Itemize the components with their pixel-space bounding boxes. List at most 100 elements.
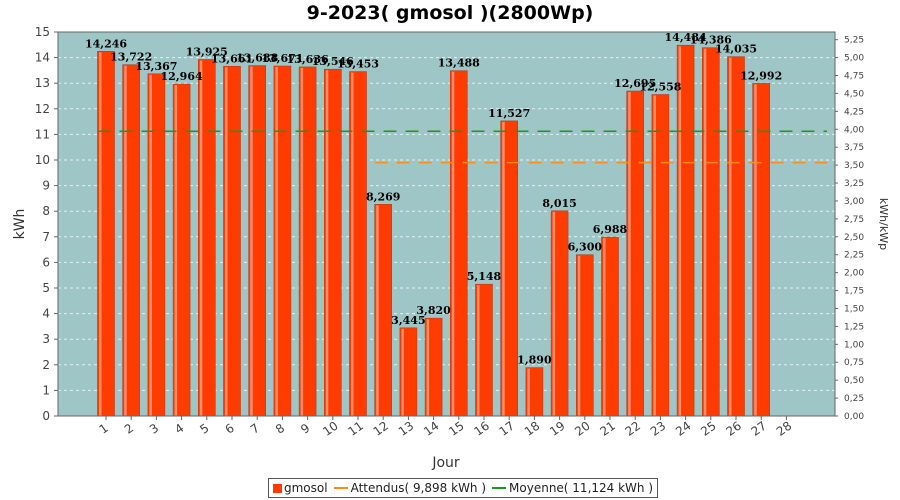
x-tick-label: 9 [298, 421, 312, 437]
x-tick-label: 18 [522, 419, 543, 439]
legend-swatch-moyenne [492, 487, 507, 489]
data-label: 13,367 [135, 60, 177, 73]
bar-highlight [225, 67, 228, 417]
bar-highlight [325, 70, 329, 416]
y2-tick-label: 1,75 [844, 287, 864, 297]
y2-tick-label: 5,25 [844, 36, 864, 46]
x-tick-label: 26 [723, 419, 744, 439]
bars [97, 44, 771, 417]
x-tick-label: 3 [147, 421, 161, 437]
data-label: 5,148 [467, 270, 502, 283]
x-tick-label: 1 [97, 421, 111, 437]
y2-tick-label: 2,50 [844, 233, 864, 243]
data-label: 13,636 [287, 53, 329, 66]
bar-highlight [653, 95, 656, 416]
bar-highlight [527, 368, 530, 416]
x-tick-label: 6 [223, 421, 237, 437]
x-tick-label: 23 [648, 419, 669, 439]
y2-tick-label: 4,50 [844, 89, 864, 99]
y-tick-label: 10 [35, 153, 50, 167]
x-axis-label: Jour [431, 455, 460, 471]
y2-tick-label: 0,75 [844, 358, 864, 368]
y-tick-label: 2 [42, 358, 50, 372]
data-label: 13,925 [186, 46, 228, 59]
data-label: 13,671 [261, 52, 303, 65]
x-tick-label: 19 [547, 419, 568, 439]
y-tick-label: 8 [42, 204, 50, 218]
bar-highlight [149, 74, 152, 416]
plot-border [57, 31, 836, 417]
x-tick-label: 12 [371, 419, 392, 439]
y2-tick-label: 3,75 [844, 143, 864, 153]
x-tick-label: 28 [774, 419, 795, 439]
bar-highlight [174, 85, 178, 417]
y2-tick-label: 4,75 [844, 72, 864, 82]
data-label: 14,035 [715, 43, 757, 56]
x-tick-label: 5 [197, 421, 211, 437]
x-tick-label: 17 [497, 419, 518, 439]
bar-highlight [99, 52, 102, 416]
bar-highlight [577, 255, 581, 416]
legend-item-moyenne: Moyenne( 11,124 kWh ) [492, 481, 653, 495]
y2-axis: 0,00 0,25 0,50 0,75 1,00 1,25 1,50 1,75 2,00 2,25… [835, 36, 864, 422]
y-tick-label: 7 [42, 230, 50, 244]
reference-lines [97, 130, 827, 164]
data-label: 3,820 [416, 304, 451, 317]
bar-highlight [401, 328, 404, 416]
x-tick-label: 22 [623, 419, 644, 439]
data-label: 11,527 [488, 107, 530, 120]
y2-tick-label: 3,00 [844, 197, 864, 207]
y2-tick-label: 2,00 [844, 269, 864, 279]
x-tick-label: 10 [320, 419, 341, 439]
data-label: 1,890 [517, 354, 552, 367]
x-tick-label: 14 [421, 419, 442, 439]
data-label: 12,964 [161, 70, 203, 83]
legend-swatch-attendus [333, 487, 348, 489]
data-label: 3,445 [391, 314, 425, 327]
data-label: 14,484 [665, 31, 707, 44]
data-label: 13,453 [337, 58, 379, 71]
y-tick-label: 13 [35, 76, 50, 90]
bar-highlight [754, 84, 757, 417]
data-label: 13,661 [211, 52, 253, 65]
x-tick-label: 21 [597, 419, 618, 439]
x-tick-label: 25 [698, 419, 719, 439]
x-tick-label: 15 [446, 419, 467, 439]
bar-highlight [199, 60, 203, 417]
y-tick-label: 3 [42, 332, 50, 346]
data-label: 13,688 [236, 52, 278, 65]
x-tick-label: 8 [273, 421, 287, 437]
data-label: 12,992 [740, 69, 782, 82]
data-label: 13,722 [110, 51, 152, 64]
y2-tick-label: 1,50 [844, 304, 864, 314]
data-label: 13,488 [438, 57, 480, 70]
x-axis: 1 2 3 4 5 6 7 8 9 10 11 12 13 14 15 16 17 18 19 20 21 22 23 24 2… [97, 416, 795, 439]
data-label: 14,246 [85, 37, 127, 50]
y2-tick-label: 1,00 [844, 340, 864, 350]
data-label: 6,988 [593, 223, 628, 236]
bar-highlight [477, 285, 480, 416]
data-labels: 14,24613,72213,36712,96413,92513,66113,6… [85, 31, 782, 366]
x-tick-label: 2 [122, 421, 136, 437]
bar-highlight [628, 92, 631, 417]
y2-tick-label: 2,75 [844, 215, 864, 225]
y2-tick-label: 0,00 [844, 412, 864, 422]
legend-item-gmosol: gmosol [273, 481, 328, 495]
bar-highlight [275, 67, 278, 416]
y2-tick-label: 4,00 [844, 125, 864, 135]
y2-tick-label: 4,25 [844, 107, 864, 117]
bar-highlight [351, 72, 354, 416]
bar-highlight [678, 46, 682, 417]
data-label: 13,546 [312, 55, 354, 68]
bar-highlight [552, 211, 556, 416]
x-tick-label: 24 [673, 419, 694, 439]
x-tick-label: 4 [172, 421, 186, 437]
y-tick-label: 1 [42, 383, 50, 397]
bar-highlight [300, 67, 304, 417]
bar-highlight [451, 71, 455, 416]
y-tick-label: 15 [35, 25, 50, 39]
bar-highlight [250, 66, 253, 417]
x-tick-label: 16 [471, 419, 492, 439]
